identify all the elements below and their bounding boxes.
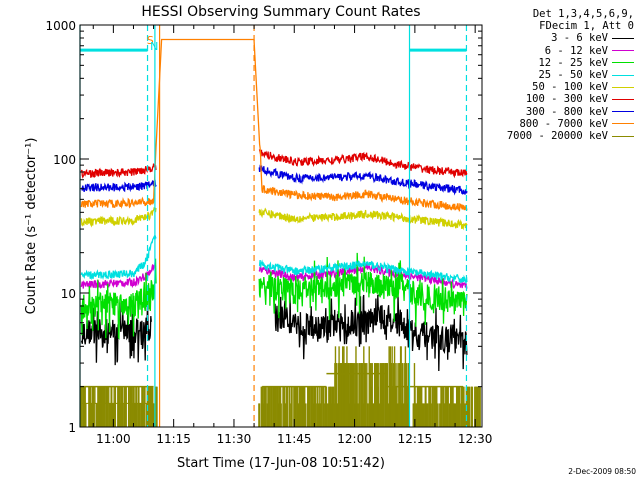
legend-entry-label: 7000 - 20000 keV xyxy=(506,130,608,143)
series-7000-20000-kev xyxy=(79,346,481,427)
legend-entry-label: 100 - 300 keV xyxy=(525,93,608,106)
series-line xyxy=(80,234,468,284)
x-tick-label: 11:45 xyxy=(277,432,312,446)
legend-swatch xyxy=(612,135,634,137)
legend-entry: 12 - 25 keV xyxy=(484,57,634,69)
legend-swatch xyxy=(612,50,634,52)
legend-swatch xyxy=(612,74,634,76)
legend-swatch xyxy=(612,86,634,88)
legend-entry: 300 - 800 keV xyxy=(484,106,634,118)
legend-swatch xyxy=(612,38,634,39)
y-tick-label: 1 xyxy=(68,421,76,435)
legend-entry: 3 - 6 keV xyxy=(484,32,634,44)
series-300-800-kev xyxy=(80,164,468,196)
x-tick-label: 12:15 xyxy=(398,432,433,446)
x-tick-label: 12:00 xyxy=(337,432,372,446)
series-25-50-kev xyxy=(80,234,468,284)
marker-label-s: S xyxy=(147,34,154,47)
legend-entry-label: 800 - 7000 keV xyxy=(519,117,608,130)
series-line xyxy=(80,206,468,231)
series-line xyxy=(80,148,468,179)
legend-entry-label: 3 - 6 keV xyxy=(551,32,608,45)
legend-swatch xyxy=(612,99,634,101)
x-tick-label: 11:30 xyxy=(217,432,252,446)
y-tick-label: 100 xyxy=(53,153,76,167)
series-800-7000-kev xyxy=(80,38,468,212)
series-50-100-kev xyxy=(80,206,468,231)
legend-swatch xyxy=(612,111,634,113)
legend-header-line-1: Det 1,3,4,5,6,9, xyxy=(532,8,634,20)
x-axis-label: Start Time (17-Jun-08 10:51:42) xyxy=(177,456,385,471)
x-tick-label: 11:15 xyxy=(156,432,191,446)
series-100-300-kev xyxy=(80,148,468,179)
series-line xyxy=(80,164,468,196)
series-12-25-kev xyxy=(80,252,468,341)
x-tick-label: 11:00 xyxy=(96,432,131,446)
legend: Det 1,3,4,5,6,9, FDecim 1, Att 0 3 - 6 k… xyxy=(484,8,634,142)
legend-entry: 100 - 300 keV xyxy=(484,93,634,105)
legend-entry-label: 300 - 800 keV xyxy=(525,105,608,118)
y-axis: 1 10 100 1000 xyxy=(45,19,482,435)
chart-title: HESSI Observing Summary Count Rates xyxy=(141,4,420,20)
y-tick-label: 10 xyxy=(61,287,76,301)
legend-entry: 800 - 7000 keV xyxy=(484,118,634,130)
legend-entry: 25 - 50 keV xyxy=(484,69,634,81)
generation-timestamp: 2-Dec-2009 08:50 xyxy=(568,467,636,476)
x-axis: 11:00 11:15 11:30 11:45 12:00 12:15 12:30 xyxy=(92,25,493,446)
legend-entry-label: 25 - 50 keV xyxy=(538,69,608,82)
series-line xyxy=(80,252,468,341)
marker-label-n: N xyxy=(150,40,158,53)
legend-swatch xyxy=(612,62,634,64)
legend-swatch xyxy=(612,123,634,125)
legend-entry: 6 - 12 keV xyxy=(484,45,634,57)
y-axis-label: Count Rate (s⁻¹ detector⁻¹) xyxy=(24,138,39,315)
series-line xyxy=(80,38,468,212)
legend-entry: 50 - 100 keV xyxy=(484,81,634,93)
legend-entry-label: 50 - 100 keV xyxy=(532,81,608,94)
legend-entry-label: 6 - 12 keV xyxy=(544,44,608,57)
y-tick-label: 1000 xyxy=(45,19,76,33)
plot-frame xyxy=(79,24,483,428)
legend-entry: 7000 - 20000 keV xyxy=(484,130,634,142)
plot-area xyxy=(79,38,481,427)
x-tick-label: 12:30 xyxy=(458,432,493,446)
legend-header-line-2: FDecim 1, Att 0 xyxy=(539,20,634,33)
legend-entry-label: 12 - 25 keV xyxy=(538,56,608,69)
